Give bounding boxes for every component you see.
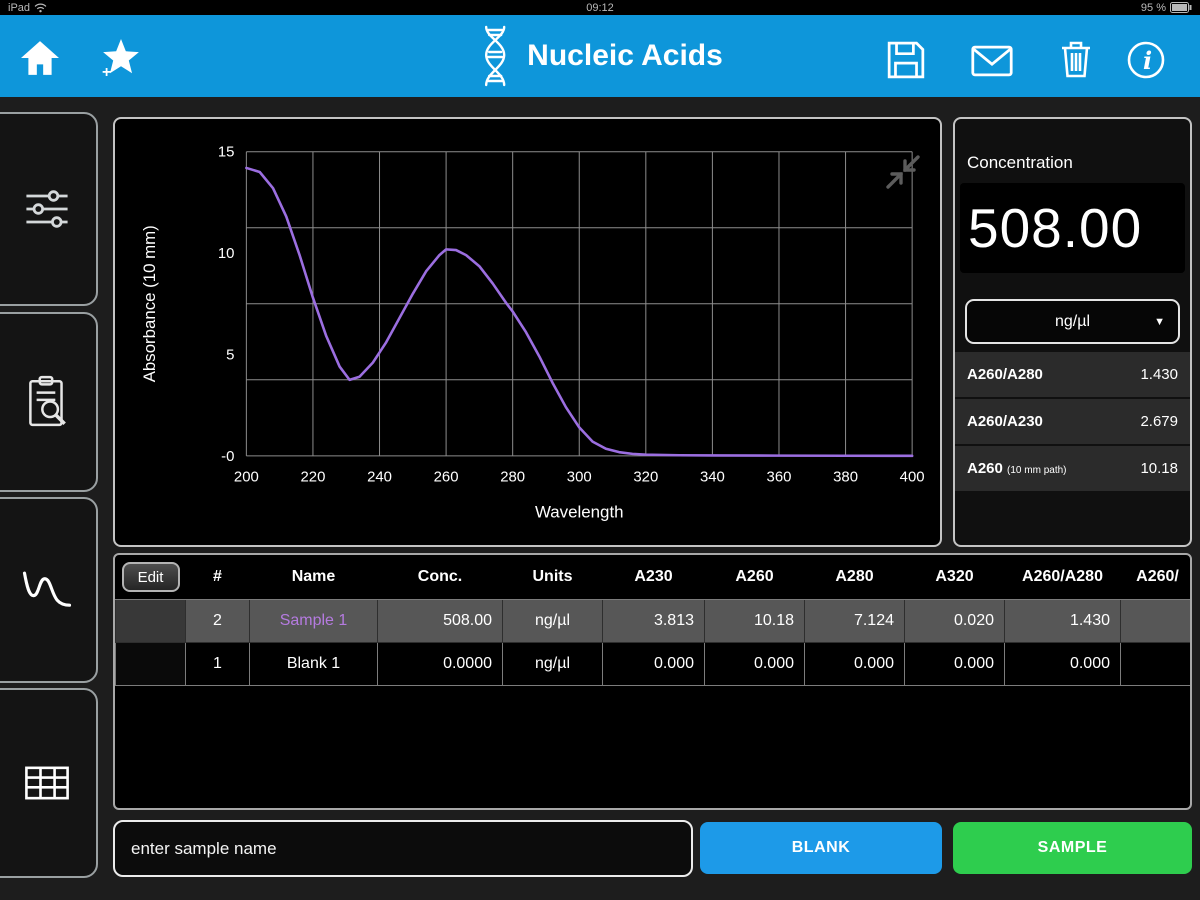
add-favorite-button[interactable]: +: [100, 38, 142, 81]
sidebar-item-spectra[interactable]: [0, 497, 98, 683]
col-header-a260-a230: A260/: [1120, 555, 1190, 600]
metric-a260-a280: A260/A280 1.430: [955, 352, 1190, 397]
col-header-a280: A280: [804, 555, 905, 600]
delete-button[interactable]: [1058, 39, 1094, 79]
home-button[interactable]: [18, 39, 62, 77]
results-table: Edit # Name Conc. Units A230 A260 A280 A…: [115, 555, 1190, 686]
metric-a260: A260 (10 mm path) 10.18: [955, 446, 1190, 491]
svg-text:-0: -0: [221, 449, 234, 465]
svg-text:10: 10: [218, 246, 235, 262]
svg-text:i: i: [1143, 46, 1152, 75]
star-plus-icon: +: [102, 39, 139, 81]
svg-text:200: 200: [234, 470, 259, 486]
info-icon: i: [1127, 41, 1165, 79]
spectra-curve-icon: [22, 571, 72, 607]
wifi-icon: [34, 3, 47, 13]
svg-text:300: 300: [567, 470, 592, 486]
svg-text:5: 5: [226, 347, 234, 363]
svg-text:260: 260: [434, 470, 459, 486]
table-row-sample-1[interactable]: 2 Sample 1 508.00 ng/µl 3.813 10.18 7.12…: [115, 599, 1190, 643]
svg-text:400: 400: [900, 470, 925, 486]
table-header-row: Edit # Name Conc. Units A230 A260 A280 A…: [115, 555, 1190, 600]
metric-label: A260/A280: [967, 366, 1043, 383]
concentration-value: 508.00: [968, 197, 1143, 259]
col-header-a230: A230: [602, 555, 705, 600]
svg-text:320: 320: [633, 470, 658, 486]
col-header-a260: A260: [704, 555, 805, 600]
table-row-blank-1[interactable]: 1 Blank 1 0.0000 ng/µl 0.000 0.000 0.000…: [115, 642, 1190, 686]
clock: 09:12: [586, 1, 614, 14]
svg-text:360: 360: [767, 470, 792, 486]
metric-value: 2.679: [1140, 413, 1178, 430]
save-button[interactable]: [886, 40, 926, 80]
battery-icon: [1170, 2, 1192, 13]
table-grid-icon: [25, 766, 69, 800]
svg-text:280: 280: [500, 470, 525, 486]
app-header: + Nucleic Acids: [0, 15, 1200, 97]
col-header-units: Units: [502, 555, 603, 600]
col-header-a260-a280: A260/A280: [1004, 555, 1121, 600]
col-header-name: Name: [249, 555, 378, 600]
svg-text:220: 220: [300, 470, 325, 486]
sidebar-item-results-table[interactable]: [0, 688, 98, 878]
metric-label: A260/A230: [967, 413, 1043, 430]
results-table-panel: Edit # Name Conc. Units A230 A260 A280 A…: [113, 553, 1192, 810]
info-button[interactable]: i: [1126, 40, 1166, 80]
blank-button[interactable]: BLANK: [700, 822, 942, 874]
col-header-num: #: [185, 555, 250, 600]
dna-helix-icon: [484, 25, 506, 87]
sidebar-item-settings[interactable]: [0, 112, 98, 306]
device-label: iPad: [8, 1, 31, 14]
units-dropdown[interactable]: ng/µl ▼: [965, 299, 1180, 344]
home-icon: [21, 41, 59, 75]
sidebar-item-protocols[interactable]: [0, 312, 98, 492]
envelope-icon: [971, 45, 1013, 77]
chevron-down-icon: ▼: [1154, 315, 1165, 328]
absorbance-chart-panel: 200 220 240 260 280 300 320 340 360 380 400 15 10 5 -0…: [113, 117, 942, 547]
svg-text:15: 15: [218, 145, 235, 161]
collapse-chart-button[interactable]: [882, 151, 924, 193]
settings-sliders-icon: [26, 190, 68, 228]
page-title: Nucleic Acids: [527, 39, 723, 72]
col-header-conc: Conc.: [377, 555, 503, 600]
metric-value: 1.430: [1140, 366, 1178, 383]
email-button[interactable]: [970, 45, 1014, 77]
metric-value: 10.18: [1140, 460, 1178, 477]
title-group: Nucleic Acids: [477, 15, 723, 97]
sample-button[interactable]: SAMPLE: [953, 822, 1192, 874]
metric-label: A260: [967, 460, 1003, 477]
sample-name-input[interactable]: [113, 820, 693, 877]
metric-a260-a230: A260/A230 2.679: [955, 399, 1190, 444]
concentration-label: Concentration: [967, 153, 1073, 172]
trash-icon: [1062, 41, 1090, 78]
results-panel: Concentration 508.00 ng/µl ▼ A260/A280 1…: [953, 117, 1192, 547]
save-icon: [887, 41, 925, 79]
col-header-a320: A320: [904, 555, 1005, 600]
edit-button[interactable]: Edit: [121, 562, 180, 592]
svg-text:Absorbance (10 mm): Absorbance (10 mm): [140, 225, 159, 382]
collapse-arrows-icon: [886, 155, 920, 189]
svg-text:340: 340: [700, 470, 725, 486]
svg-text:Wavelength: Wavelength: [535, 502, 624, 521]
clipboard-search-icon: [29, 375, 66, 427]
status-bar: iPad 09:12 95 %: [0, 0, 1200, 15]
svg-text:380: 380: [833, 470, 858, 486]
concentration-display: 508.00: [960, 183, 1185, 273]
spectrum-curve: [245, 166, 914, 458]
units-selected-value: ng/µl: [1054, 312, 1090, 330]
svg-text:+: +: [102, 64, 111, 78]
battery-percent: 95 %: [1140, 1, 1166, 14]
absorbance-chart: 200 220 240 260 280 300 320 340 360 380 400 15 10 5 -0…: [140, 145, 925, 522]
svg-text:240: 240: [367, 470, 392, 486]
